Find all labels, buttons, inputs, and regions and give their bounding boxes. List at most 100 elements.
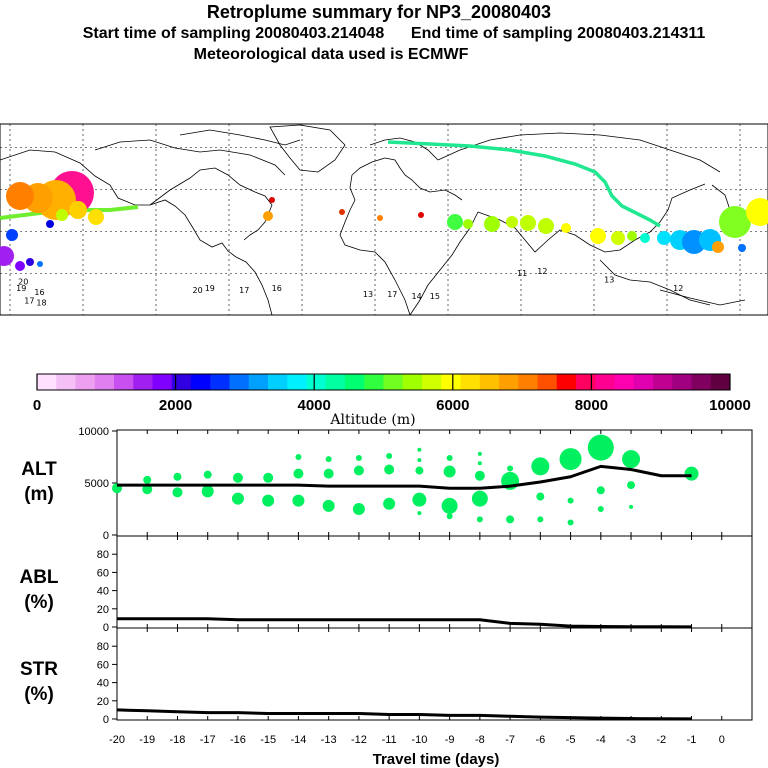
- altitude-bubble: [446, 513, 453, 520]
- x-tick-label: -7: [505, 734, 515, 746]
- colorbar-swatch: [171, 374, 192, 390]
- x-tick-label: -15: [260, 734, 276, 746]
- end-label: End time of sampling: [410, 25, 573, 42]
- map-bubble: [88, 209, 104, 225]
- map-plume-label: 19: [205, 284, 215, 293]
- x-tick-label: -12: [351, 734, 367, 746]
- altitude-bubble: [415, 466, 424, 475]
- colorbar-swatch: [37, 374, 57, 390]
- altitude-bubble: [477, 461, 482, 466]
- map-bubble: [561, 223, 571, 233]
- altitude-bubble: [295, 454, 302, 460]
- altitude-bubble: [559, 448, 582, 471]
- altitude-bubble: [622, 450, 641, 469]
- x-tick-label: -16: [230, 734, 246, 746]
- x-tick-label: -20: [109, 734, 125, 746]
- panel-str: 0 20 40 60 80 STR (%): [20, 627, 753, 726]
- colorbar-swatch: [152, 374, 173, 390]
- colorbar-swatch: [191, 374, 211, 390]
- x-tick-label: -10: [411, 734, 427, 746]
- colorbar-swatch: [383, 374, 404, 390]
- colorbar-tick-label: 8000: [575, 397, 608, 414]
- map-bubble: [712, 241, 724, 253]
- altitude-bubble: [446, 455, 453, 462]
- altitude-bubble: [537, 516, 544, 523]
- y-tick-label: 40: [97, 678, 109, 690]
- map-bubble: [520, 215, 536, 231]
- altitude-bubble: [471, 490, 488, 507]
- colorbar-swatch: [325, 374, 346, 390]
- map-bubble: [269, 197, 275, 203]
- map-bubble: [339, 209, 345, 215]
- colorbar-swatch: [672, 374, 692, 390]
- map-plume-labels: 201918161720191716131714151112131254: [16, 267, 683, 308]
- map-plume-label: 16: [272, 284, 282, 293]
- panel-alt: 0 5000 10000 ALT (m): [21, 426, 753, 542]
- map-plume-label: 17: [24, 296, 34, 305]
- colorbar-swatch: [94, 374, 115, 390]
- x-tick-label: -13: [321, 734, 337, 746]
- map-bubble: [746, 198, 768, 226]
- altitude-bubble: [443, 465, 456, 478]
- colorbar-tick-label: 10000: [709, 397, 751, 414]
- altitude-bubble: [629, 504, 634, 509]
- x-tick-label: -2: [656, 734, 666, 746]
- y-tick-label: 0: [103, 622, 109, 634]
- altitude-bubble: [142, 484, 153, 495]
- altitude-bubble: [417, 447, 422, 452]
- map-bubble: [640, 233, 650, 243]
- colorbar-swatch: [56, 374, 76, 390]
- map-plume-label: 19: [16, 284, 26, 293]
- map-bubble: [738, 244, 746, 252]
- map-bubble: [46, 220, 54, 228]
- colorbar-swatch: [248, 374, 269, 390]
- x-axis-label: Travel time (days): [373, 751, 500, 768]
- colorbar-swatch: [268, 374, 288, 390]
- y-tick-label: 80: [97, 641, 109, 653]
- altitude-bubble: [417, 511, 422, 516]
- altitude-bubble: [232, 472, 243, 483]
- map-bubble: [627, 231, 637, 241]
- panel-frame: [116, 535, 753, 629]
- altitude-bubble: [384, 464, 395, 475]
- sampling-times: Start time of sampling 20080403.214048 E…: [10, 25, 768, 43]
- map-bubble: [56, 209, 68, 221]
- y-axis-label: ALT: [21, 459, 57, 480]
- altitude-bubble: [353, 465, 364, 476]
- altitude-bubble: [201, 485, 214, 498]
- colorbar-swatch: [402, 374, 423, 390]
- colorbar-swatch: [345, 374, 365, 390]
- map-bubble: [657, 231, 671, 245]
- colorbar-swatch: [595, 374, 615, 390]
- x-tick-label: -18: [170, 734, 186, 746]
- y-axis-label: ABL: [19, 567, 58, 588]
- start-time: 20080403.214048: [255, 25, 385, 42]
- y-axis-unit: (%): [24, 592, 54, 613]
- map-plume-label: 18: [36, 299, 46, 308]
- colorbar-swatch: [460, 374, 481, 390]
- colorbar-tick-label: 4000: [298, 397, 331, 414]
- y-tick-label: 60: [97, 567, 109, 579]
- map-bubble: [0, 246, 14, 266]
- altitude-bubble: [383, 497, 396, 510]
- map-plume-bubbles: [0, 171, 768, 271]
- altitude-bubble: [231, 492, 244, 505]
- plume-track-upper: [387, 140, 661, 228]
- map-bubble: [263, 211, 273, 221]
- colorbar-swatch: [691, 374, 712, 390]
- altitude-bubble: [441, 497, 458, 514]
- colorbar-tick-label: 6000: [436, 397, 469, 414]
- panel-frame: [116, 627, 753, 721]
- map-bubble: [590, 228, 606, 244]
- map-bubble: [538, 218, 554, 234]
- series-line-abl: [117, 617, 692, 629]
- map-bubble: [447, 214, 463, 230]
- y-axis-unit: (m): [24, 484, 54, 505]
- map-plume-label: 11: [517, 269, 527, 278]
- colorbar-swatch: [576, 374, 596, 390]
- altitude-bubble: [322, 499, 335, 512]
- x-tick-label: -9: [445, 734, 455, 746]
- altitude-bubble: [531, 457, 550, 476]
- colorbar-swatch: [210, 374, 230, 390]
